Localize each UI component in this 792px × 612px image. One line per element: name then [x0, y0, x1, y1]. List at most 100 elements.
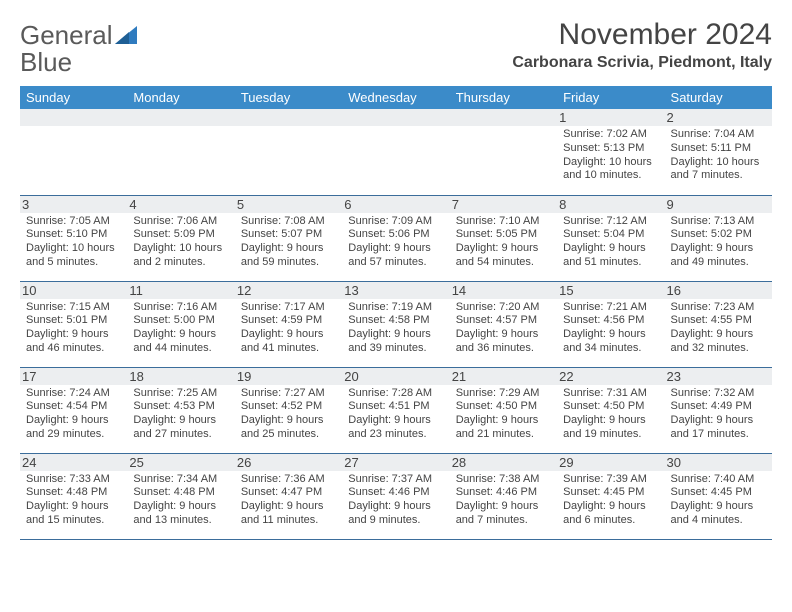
daylight-text: Daylight: 9 hours and 11 minutes.: [241, 500, 336, 528]
day-number: 23: [665, 368, 772, 385]
weekday-header: Monday: [127, 86, 234, 109]
daylight-text: Daylight: 9 hours and 36 minutes.: [456, 328, 551, 356]
sunrise-text: Sunrise: 7:33 AM: [26, 473, 121, 487]
day-info: Sunrise: 7:40 AMSunset: 4:45 PMDaylight:…: [671, 473, 766, 528]
day-number: 19: [235, 368, 342, 385]
calendar-day-cell: 21Sunrise: 7:29 AMSunset: 4:50 PMDayligh…: [450, 367, 557, 453]
calendar-day-cell: 14Sunrise: 7:20 AMSunset: 4:57 PMDayligh…: [450, 281, 557, 367]
calendar-week-row: 1Sunrise: 7:02 AMSunset: 5:13 PMDaylight…: [20, 109, 772, 195]
daylight-text: Daylight: 10 hours and 5 minutes.: [26, 242, 121, 270]
calendar-day-cell: 13Sunrise: 7:19 AMSunset: 4:58 PMDayligh…: [342, 281, 449, 367]
sunrise-text: Sunrise: 7:09 AM: [348, 215, 443, 229]
day-info: Sunrise: 7:39 AMSunset: 4:45 PMDaylight:…: [563, 473, 658, 528]
sunset-text: Sunset: 4:50 PM: [456, 400, 551, 414]
location-label: Carbonara Scrivia, Piedmont, Italy: [512, 54, 772, 72]
day-info: Sunrise: 7:28 AMSunset: 4:51 PMDaylight:…: [348, 387, 443, 442]
day-number: 25: [127, 454, 234, 471]
day-info: Sunrise: 7:15 AMSunset: 5:01 PMDaylight:…: [26, 301, 121, 356]
day-info: Sunrise: 7:19 AMSunset: 4:58 PMDaylight:…: [348, 301, 443, 356]
weekday-header: Wednesday: [342, 86, 449, 109]
day-info: Sunrise: 7:23 AMSunset: 4:55 PMDaylight:…: [671, 301, 766, 356]
calendar-day-cell: [450, 109, 557, 195]
logo-text-part1: General: [20, 20, 113, 50]
day-number: 24: [20, 454, 127, 471]
day-number: 8: [557, 196, 664, 213]
calendar-day-cell: [235, 109, 342, 195]
calendar-week-row: 3Sunrise: 7:05 AMSunset: 5:10 PMDaylight…: [20, 195, 772, 281]
daylight-text: Daylight: 9 hours and 27 minutes.: [133, 414, 228, 442]
sunset-text: Sunset: 5:09 PM: [133, 228, 228, 242]
sunrise-text: Sunrise: 7:31 AM: [563, 387, 658, 401]
weekday-header: Thursday: [450, 86, 557, 109]
empty-day-band: [450, 109, 557, 126]
day-number: 30: [665, 454, 772, 471]
logo: General Blue: [20, 22, 137, 76]
day-number: 18: [127, 368, 234, 385]
sunrise-text: Sunrise: 7:36 AM: [241, 473, 336, 487]
day-number: 2: [665, 109, 772, 126]
empty-day-band: [342, 109, 449, 126]
sunrise-text: Sunrise: 7:06 AM: [133, 215, 228, 229]
daylight-text: Daylight: 9 hours and 6 minutes.: [563, 500, 658, 528]
sunset-text: Sunset: 5:05 PM: [456, 228, 551, 242]
day-info: Sunrise: 7:38 AMSunset: 4:46 PMDaylight:…: [456, 473, 551, 528]
day-number: 12: [235, 282, 342, 299]
sunrise-text: Sunrise: 7:08 AM: [241, 215, 336, 229]
sunrise-text: Sunrise: 7:23 AM: [671, 301, 766, 315]
sunrise-text: Sunrise: 7:13 AM: [671, 215, 766, 229]
calendar-day-cell: 8Sunrise: 7:12 AMSunset: 5:04 PMDaylight…: [557, 195, 664, 281]
sunrise-text: Sunrise: 7:39 AM: [563, 473, 658, 487]
daylight-text: Daylight: 9 hours and 49 minutes.: [671, 242, 766, 270]
day-info: Sunrise: 7:08 AMSunset: 5:07 PMDaylight:…: [241, 215, 336, 270]
day-info: Sunrise: 7:37 AMSunset: 4:46 PMDaylight:…: [348, 473, 443, 528]
day-number: 7: [450, 196, 557, 213]
calendar-day-cell: 5Sunrise: 7:08 AMSunset: 5:07 PMDaylight…: [235, 195, 342, 281]
calendar-day-cell: 24Sunrise: 7:33 AMSunset: 4:48 PMDayligh…: [20, 453, 127, 539]
day-number: 28: [450, 454, 557, 471]
daylight-text: Daylight: 9 hours and 21 minutes.: [456, 414, 551, 442]
sunrise-text: Sunrise: 7:05 AM: [26, 215, 121, 229]
day-number: 1: [557, 109, 664, 126]
sunrise-text: Sunrise: 7:29 AM: [456, 387, 551, 401]
day-info: Sunrise: 7:04 AMSunset: 5:11 PMDaylight:…: [671, 128, 766, 183]
sunrise-text: Sunrise: 7:28 AM: [348, 387, 443, 401]
calendar-body: 1 Sunrise: 7:02 AMSunset: 5:13 PM Daylight…: [20, 109, 772, 539]
calendar-day-cell: 16 Sunrise: 7:23 AMSunset: 4:55 PMDayligh…: [665, 281, 772, 367]
sunrise-text: Sunrise: 7:24 AM: [26, 387, 121, 401]
sunset-text: Sunset: 4:54 PM: [26, 400, 121, 414]
calendar-day-cell: [127, 109, 234, 195]
weekday-header-row: SundayMondayTuesdayWednesdayThursdayFrid…: [20, 86, 772, 109]
calendar-day-cell: 9Sunrise: 7:13 AMSunset: 5:02 PMDaylight…: [665, 195, 772, 281]
day-number: 10: [20, 282, 127, 299]
calendar-day-cell: 25Sunrise: 7:34 AMSunset: 4:48 PMDayligh…: [127, 453, 234, 539]
sunrise-text: Sunrise: 7:32 AM: [671, 387, 766, 401]
day-info: Sunrise: 7:20 AMSunset: 4:57 PMDaylight:…: [456, 301, 551, 356]
day-number: 11: [127, 282, 234, 299]
day-number: 17: [20, 368, 127, 385]
calendar-day-cell: 3Sunrise: 7:05 AMSunset: 5:10 PMDaylight…: [20, 195, 127, 281]
day-number: 4: [127, 196, 234, 213]
daylight-text: Daylight: 9 hours and 54 minutes.: [456, 242, 551, 270]
sunset-text: Sunset: 5:04 PM: [563, 228, 658, 242]
day-number: 6: [342, 196, 449, 213]
sunset-text: Sunset: 5:13 PM: [563, 142, 658, 156]
day-info: Sunrise: 7:10 AMSunset: 5:05 PMDaylight:…: [456, 215, 551, 270]
sunrise-text: Sunrise: 7:38 AM: [456, 473, 551, 487]
empty-day-band: [20, 109, 127, 126]
sunset-text: Sunset: 4:51 PM: [348, 400, 443, 414]
sunrise-text: Sunrise: 7:10 AM: [456, 215, 551, 229]
day-info: Sunrise: 7:24 AMSunset: 4:54 PMDaylight:…: [26, 387, 121, 442]
day-info: Sunrise: 7:31 AMSunset: 4:50 PMDaylight:…: [563, 387, 658, 442]
sunrise-text: Sunrise: 7:21 AM: [563, 301, 658, 315]
daylight-text: Daylight: 9 hours and 19 minutes.: [563, 414, 658, 442]
daylight-text: Daylight: 9 hours and 59 minutes.: [241, 242, 336, 270]
calendar-day-cell: 12Sunrise: 7:17 AMSunset: 4:59 PMDayligh…: [235, 281, 342, 367]
calendar-day-cell: 10 Sunrise: 7:15 AMSunset: 5:01 PMDayligh…: [20, 281, 127, 367]
calendar-day-cell: 27Sunrise: 7:37 AMSunset: 4:46 PMDayligh…: [342, 453, 449, 539]
sunset-text: Sunset: 5:06 PM: [348, 228, 443, 242]
day-info: Sunrise: 7:32 AMSunset: 4:49 PMDaylight:…: [671, 387, 766, 442]
calendar-day-cell: 7 Sunrise: 7:10 AMSunset: 5:05 PMDaylight…: [450, 195, 557, 281]
daylight-text: Daylight: 9 hours and 44 minutes.: [133, 328, 228, 356]
sunrise-text: Sunrise: 7:02 AM: [563, 128, 658, 142]
day-number: 16: [665, 282, 772, 299]
